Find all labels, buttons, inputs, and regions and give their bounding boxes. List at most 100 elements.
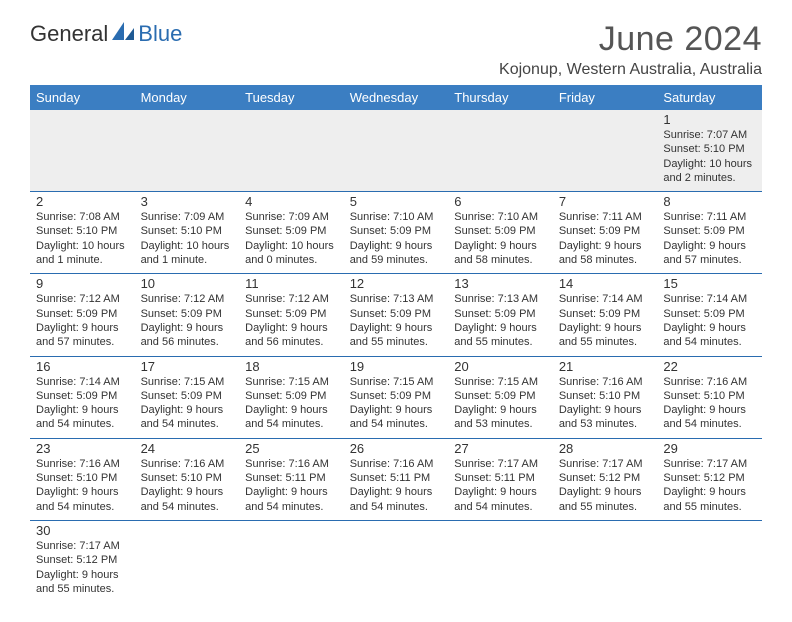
sunset: Sunset: 5:09 PM bbox=[454, 389, 547, 403]
daylight: Daylight: 9 hours and 55 minutes. bbox=[559, 485, 652, 514]
day-number: 15 bbox=[663, 276, 756, 291]
daylight: Daylight: 9 hours and 55 minutes. bbox=[454, 321, 547, 350]
calendar-cell: 27Sunrise: 7:17 AMSunset: 5:11 PMDayligh… bbox=[448, 438, 553, 520]
day-info: Sunrise: 7:16 AMSunset: 5:10 PMDaylight:… bbox=[663, 375, 756, 432]
sunrise: Sunrise: 7:08 AM bbox=[36, 210, 129, 224]
sunrise: Sunrise: 7:16 AM bbox=[245, 457, 338, 471]
day-info: Sunrise: 7:15 AMSunset: 5:09 PMDaylight:… bbox=[245, 375, 338, 432]
sunrise: Sunrise: 7:11 AM bbox=[559, 210, 652, 224]
calendar-cell: 1Sunrise: 7:07 AMSunset: 5:10 PMDaylight… bbox=[657, 110, 762, 192]
day-info: Sunrise: 7:11 AMSunset: 5:09 PMDaylight:… bbox=[663, 210, 756, 267]
day-info: Sunrise: 7:15 AMSunset: 5:09 PMDaylight:… bbox=[141, 375, 234, 432]
sunrise: Sunrise: 7:14 AM bbox=[559, 292, 652, 306]
sunrise: Sunrise: 7:12 AM bbox=[245, 292, 338, 306]
day-number: 26 bbox=[350, 441, 443, 456]
day-info: Sunrise: 7:16 AMSunset: 5:10 PMDaylight:… bbox=[36, 457, 129, 514]
daylight: Daylight: 9 hours and 55 minutes. bbox=[559, 321, 652, 350]
daylight: Daylight: 9 hours and 53 minutes. bbox=[454, 403, 547, 432]
day-number: 19 bbox=[350, 359, 443, 374]
day-info: Sunrise: 7:12 AMSunset: 5:09 PMDaylight:… bbox=[245, 292, 338, 349]
sunrise: Sunrise: 7:16 AM bbox=[559, 375, 652, 389]
day-number: 2 bbox=[36, 194, 129, 209]
day-info: Sunrise: 7:15 AMSunset: 5:09 PMDaylight:… bbox=[350, 375, 443, 432]
sunset: Sunset: 5:09 PM bbox=[245, 389, 338, 403]
calendar-cell: 24Sunrise: 7:16 AMSunset: 5:10 PMDayligh… bbox=[135, 438, 240, 520]
sunrise: Sunrise: 7:12 AM bbox=[36, 292, 129, 306]
calendar-cell: 11Sunrise: 7:12 AMSunset: 5:09 PMDayligh… bbox=[239, 274, 344, 356]
sunset: Sunset: 5:09 PM bbox=[350, 389, 443, 403]
sunset: Sunset: 5:10 PM bbox=[36, 224, 129, 238]
calendar-table: Sunday Monday Tuesday Wednesday Thursday… bbox=[30, 85, 762, 602]
logo: General Blue bbox=[30, 20, 182, 47]
title-area: June 2024 Kojonup, Western Australia, Au… bbox=[499, 20, 762, 79]
day-info: Sunrise: 7:17 AMSunset: 5:12 PMDaylight:… bbox=[36, 539, 129, 596]
calendar-cell: 4Sunrise: 7:09 AMSunset: 5:09 PMDaylight… bbox=[239, 192, 344, 274]
sunset: Sunset: 5:09 PM bbox=[141, 389, 234, 403]
day-header: Tuesday bbox=[239, 85, 344, 110]
sunrise: Sunrise: 7:15 AM bbox=[245, 375, 338, 389]
calendar-cell: 3Sunrise: 7:09 AMSunset: 5:10 PMDaylight… bbox=[135, 192, 240, 274]
sunset: Sunset: 5:09 PM bbox=[36, 307, 129, 321]
day-info: Sunrise: 7:16 AMSunset: 5:10 PMDaylight:… bbox=[141, 457, 234, 514]
day-number: 9 bbox=[36, 276, 129, 291]
sunset: Sunset: 5:09 PM bbox=[36, 389, 129, 403]
calendar-cell: 14Sunrise: 7:14 AMSunset: 5:09 PMDayligh… bbox=[553, 274, 658, 356]
daylight: Daylight: 9 hours and 54 minutes. bbox=[36, 403, 129, 432]
day-info: Sunrise: 7:15 AMSunset: 5:09 PMDaylight:… bbox=[454, 375, 547, 432]
day-number: 25 bbox=[245, 441, 338, 456]
daylight: Daylight: 9 hours and 55 minutes. bbox=[36, 568, 129, 597]
sunset: Sunset: 5:09 PM bbox=[559, 307, 652, 321]
sunrise: Sunrise: 7:17 AM bbox=[559, 457, 652, 471]
sunrise: Sunrise: 7:16 AM bbox=[663, 375, 756, 389]
calendar-week: 9Sunrise: 7:12 AMSunset: 5:09 PMDaylight… bbox=[30, 274, 762, 356]
sunset: Sunset: 5:10 PM bbox=[663, 389, 756, 403]
sunset: Sunset: 5:09 PM bbox=[245, 307, 338, 321]
day-number: 29 bbox=[663, 441, 756, 456]
daylight: Daylight: 9 hours and 59 minutes. bbox=[350, 239, 443, 268]
calendar-week: 2Sunrise: 7:08 AMSunset: 5:10 PMDaylight… bbox=[30, 192, 762, 274]
day-info: Sunrise: 7:11 AMSunset: 5:09 PMDaylight:… bbox=[559, 210, 652, 267]
day-info: Sunrise: 7:14 AMSunset: 5:09 PMDaylight:… bbox=[559, 292, 652, 349]
header: General Blue June 2024 Kojonup, Western … bbox=[30, 20, 762, 79]
daylight: Daylight: 9 hours and 54 minutes. bbox=[245, 403, 338, 432]
daylight: Daylight: 9 hours and 56 minutes. bbox=[245, 321, 338, 350]
day-header: Wednesday bbox=[344, 85, 449, 110]
calendar-cell bbox=[239, 520, 344, 602]
daylight: Daylight: 9 hours and 58 minutes. bbox=[454, 239, 547, 268]
calendar-cell bbox=[135, 110, 240, 192]
day-number: 23 bbox=[36, 441, 129, 456]
day-number: 10 bbox=[141, 276, 234, 291]
calendar-week: 30Sunrise: 7:17 AMSunset: 5:12 PMDayligh… bbox=[30, 520, 762, 602]
sunrise: Sunrise: 7:07 AM bbox=[663, 128, 756, 142]
daylight: Daylight: 9 hours and 58 minutes. bbox=[559, 239, 652, 268]
day-number: 13 bbox=[454, 276, 547, 291]
sunset: Sunset: 5:12 PM bbox=[663, 471, 756, 485]
sunset: Sunset: 5:12 PM bbox=[559, 471, 652, 485]
calendar-week: 23Sunrise: 7:16 AMSunset: 5:10 PMDayligh… bbox=[30, 438, 762, 520]
daylight: Daylight: 9 hours and 54 minutes. bbox=[245, 485, 338, 514]
calendar-cell: 23Sunrise: 7:16 AMSunset: 5:10 PMDayligh… bbox=[30, 438, 135, 520]
day-number: 28 bbox=[559, 441, 652, 456]
day-info: Sunrise: 7:14 AMSunset: 5:09 PMDaylight:… bbox=[36, 375, 129, 432]
day-number: 1 bbox=[663, 112, 756, 127]
sunset: Sunset: 5:10 PM bbox=[663, 142, 756, 156]
calendar-cell: 10Sunrise: 7:12 AMSunset: 5:09 PMDayligh… bbox=[135, 274, 240, 356]
sunset: Sunset: 5:10 PM bbox=[141, 224, 234, 238]
sunset: Sunset: 5:09 PM bbox=[245, 224, 338, 238]
sunrise: Sunrise: 7:17 AM bbox=[663, 457, 756, 471]
calendar-cell: 30Sunrise: 7:17 AMSunset: 5:12 PMDayligh… bbox=[30, 520, 135, 602]
day-header-row: Sunday Monday Tuesday Wednesday Thursday… bbox=[30, 85, 762, 110]
sunset: Sunset: 5:11 PM bbox=[245, 471, 338, 485]
daylight: Daylight: 9 hours and 54 minutes. bbox=[350, 403, 443, 432]
day-info: Sunrise: 7:10 AMSunset: 5:09 PMDaylight:… bbox=[454, 210, 547, 267]
sunset: Sunset: 5:09 PM bbox=[141, 307, 234, 321]
location: Kojonup, Western Australia, Australia bbox=[499, 61, 762, 79]
day-number: 24 bbox=[141, 441, 234, 456]
day-header: Sunday bbox=[30, 85, 135, 110]
day-number: 18 bbox=[245, 359, 338, 374]
day-info: Sunrise: 7:14 AMSunset: 5:09 PMDaylight:… bbox=[663, 292, 756, 349]
day-number: 14 bbox=[559, 276, 652, 291]
calendar-cell: 20Sunrise: 7:15 AMSunset: 5:09 PMDayligh… bbox=[448, 356, 553, 438]
daylight: Daylight: 9 hours and 54 minutes. bbox=[350, 485, 443, 514]
day-info: Sunrise: 7:16 AMSunset: 5:11 PMDaylight:… bbox=[245, 457, 338, 514]
